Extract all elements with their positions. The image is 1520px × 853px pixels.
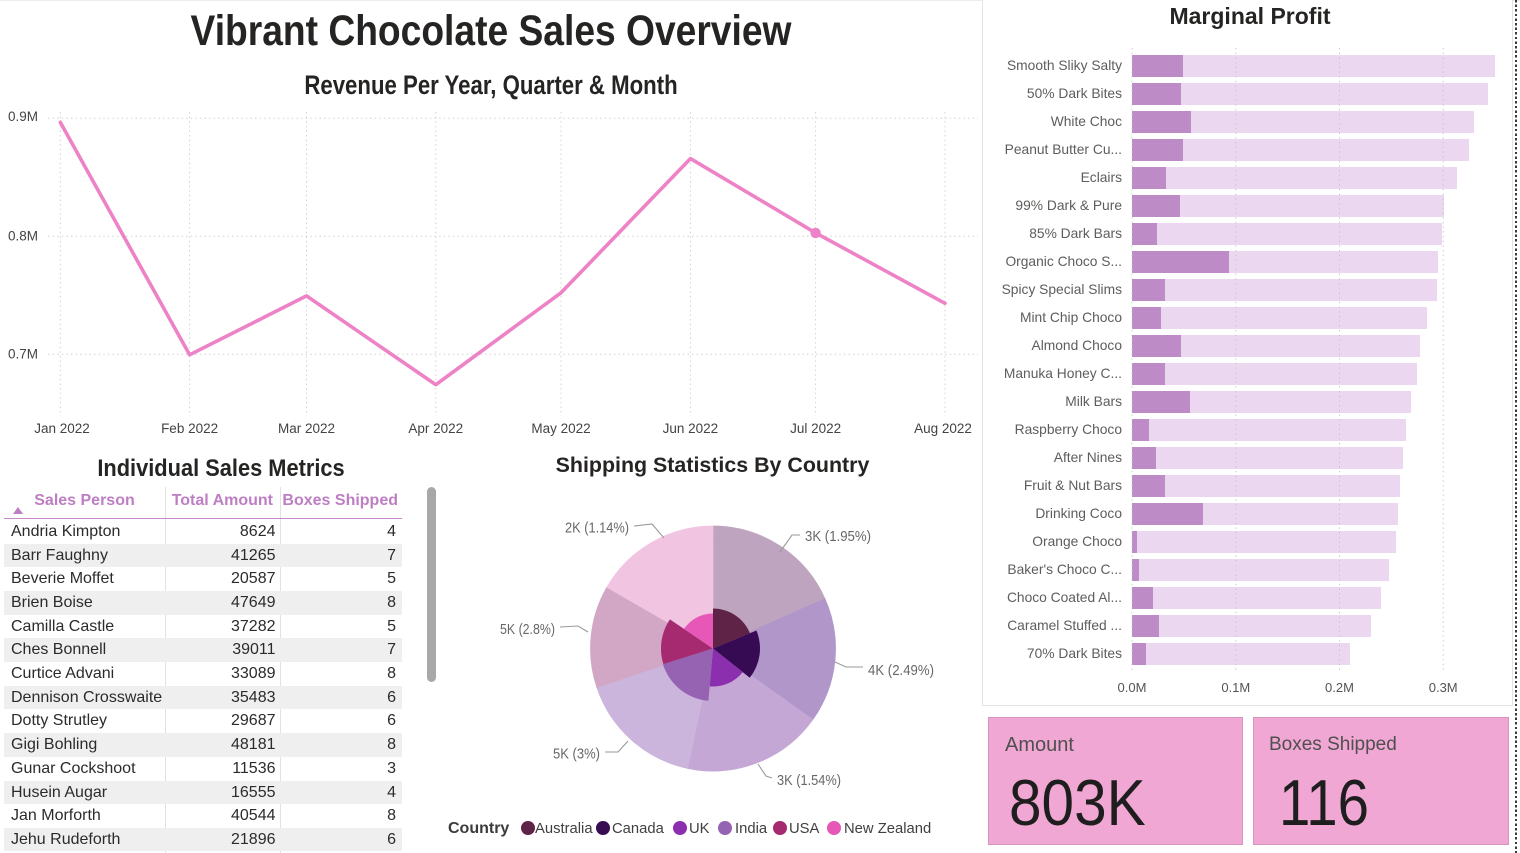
svg-text:3K (1.54%): 3K (1.54%)	[777, 772, 841, 789]
svg-text:4K (2.49%): 4K (2.49%)	[868, 662, 934, 679]
svg-text:0.9M: 0.9M	[8, 109, 38, 124]
svg-text:5K (2.8%): 5K (2.8%)	[500, 621, 555, 638]
svg-text:Mar 2022: Mar 2022	[278, 421, 335, 436]
svg-text:Jun 2022: Jun 2022	[663, 421, 719, 436]
svg-text:5K (3%): 5K (3%)	[553, 746, 600, 763]
svg-text:Jan 2022: Jan 2022	[34, 421, 90, 436]
svg-text:0.7M: 0.7M	[8, 347, 38, 362]
svg-text:May 2022: May 2022	[531, 421, 590, 436]
svg-text:Jul 2022: Jul 2022	[790, 421, 841, 436]
svg-text:3K (1.95%): 3K (1.95%)	[805, 528, 871, 545]
svg-text:2K (1.14%): 2K (1.14%)	[565, 520, 629, 537]
svg-text:Aug 2022: Aug 2022	[914, 421, 972, 436]
svg-text:Apr 2022: Apr 2022	[408, 421, 463, 436]
svg-text:Feb 2022: Feb 2022	[161, 421, 218, 436]
svg-text:0.8M: 0.8M	[8, 229, 38, 244]
